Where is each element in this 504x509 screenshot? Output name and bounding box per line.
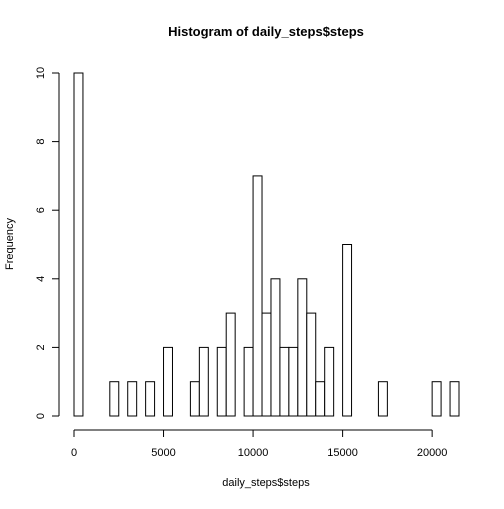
y-tick-label: 4 xyxy=(35,276,47,282)
x-axis: 0 5000 10000 15000 20000 xyxy=(71,429,448,459)
x-tick-label: 5000 xyxy=(151,447,175,459)
histogram-bar xyxy=(261,312,272,417)
chart-title: Histogram of daily_steps$steps xyxy=(168,24,364,39)
x-tick-label: 15000 xyxy=(327,447,358,459)
histogram-bar xyxy=(73,72,84,417)
histogram-bar xyxy=(377,381,388,417)
histogram-bar xyxy=(279,346,290,417)
histogram-bar xyxy=(297,278,308,417)
histogram-bar xyxy=(315,381,326,417)
histogram-bar xyxy=(243,346,254,417)
y-axis-label: Frequency xyxy=(4,218,16,270)
histogram-bar xyxy=(324,346,335,417)
x-tick-label: 10000 xyxy=(238,447,269,459)
histogram-bar xyxy=(225,312,236,417)
histogram-bar xyxy=(145,381,156,417)
histogram-bar xyxy=(270,278,281,417)
y-tick-label: 10 xyxy=(35,67,47,79)
x-tick-label: 20000 xyxy=(417,447,448,459)
bars-group xyxy=(73,72,460,417)
histogram-bar xyxy=(449,381,460,417)
histogram-bar xyxy=(306,312,317,417)
histogram-bar xyxy=(288,346,299,417)
histogram-bar xyxy=(252,175,263,417)
histogram-bar xyxy=(109,381,120,417)
histogram-bar xyxy=(163,346,173,417)
histogram-bar xyxy=(127,381,138,417)
y-tick-label: 0 xyxy=(35,413,47,419)
histogram-bar xyxy=(189,381,200,417)
histogram-bar xyxy=(198,346,209,417)
x-axis-label: daily_steps$steps xyxy=(222,477,310,489)
histogram-bar xyxy=(342,244,353,417)
y-tick-label: 2 xyxy=(35,344,47,350)
histogram-bar xyxy=(216,346,227,417)
y-axis: 0 2 4 6 8 10 xyxy=(35,67,60,419)
x-tick-label: 0 xyxy=(71,447,77,459)
histogram-bar xyxy=(431,381,442,417)
y-tick-label: 6 xyxy=(35,207,47,213)
y-tick-label: 8 xyxy=(35,139,47,145)
